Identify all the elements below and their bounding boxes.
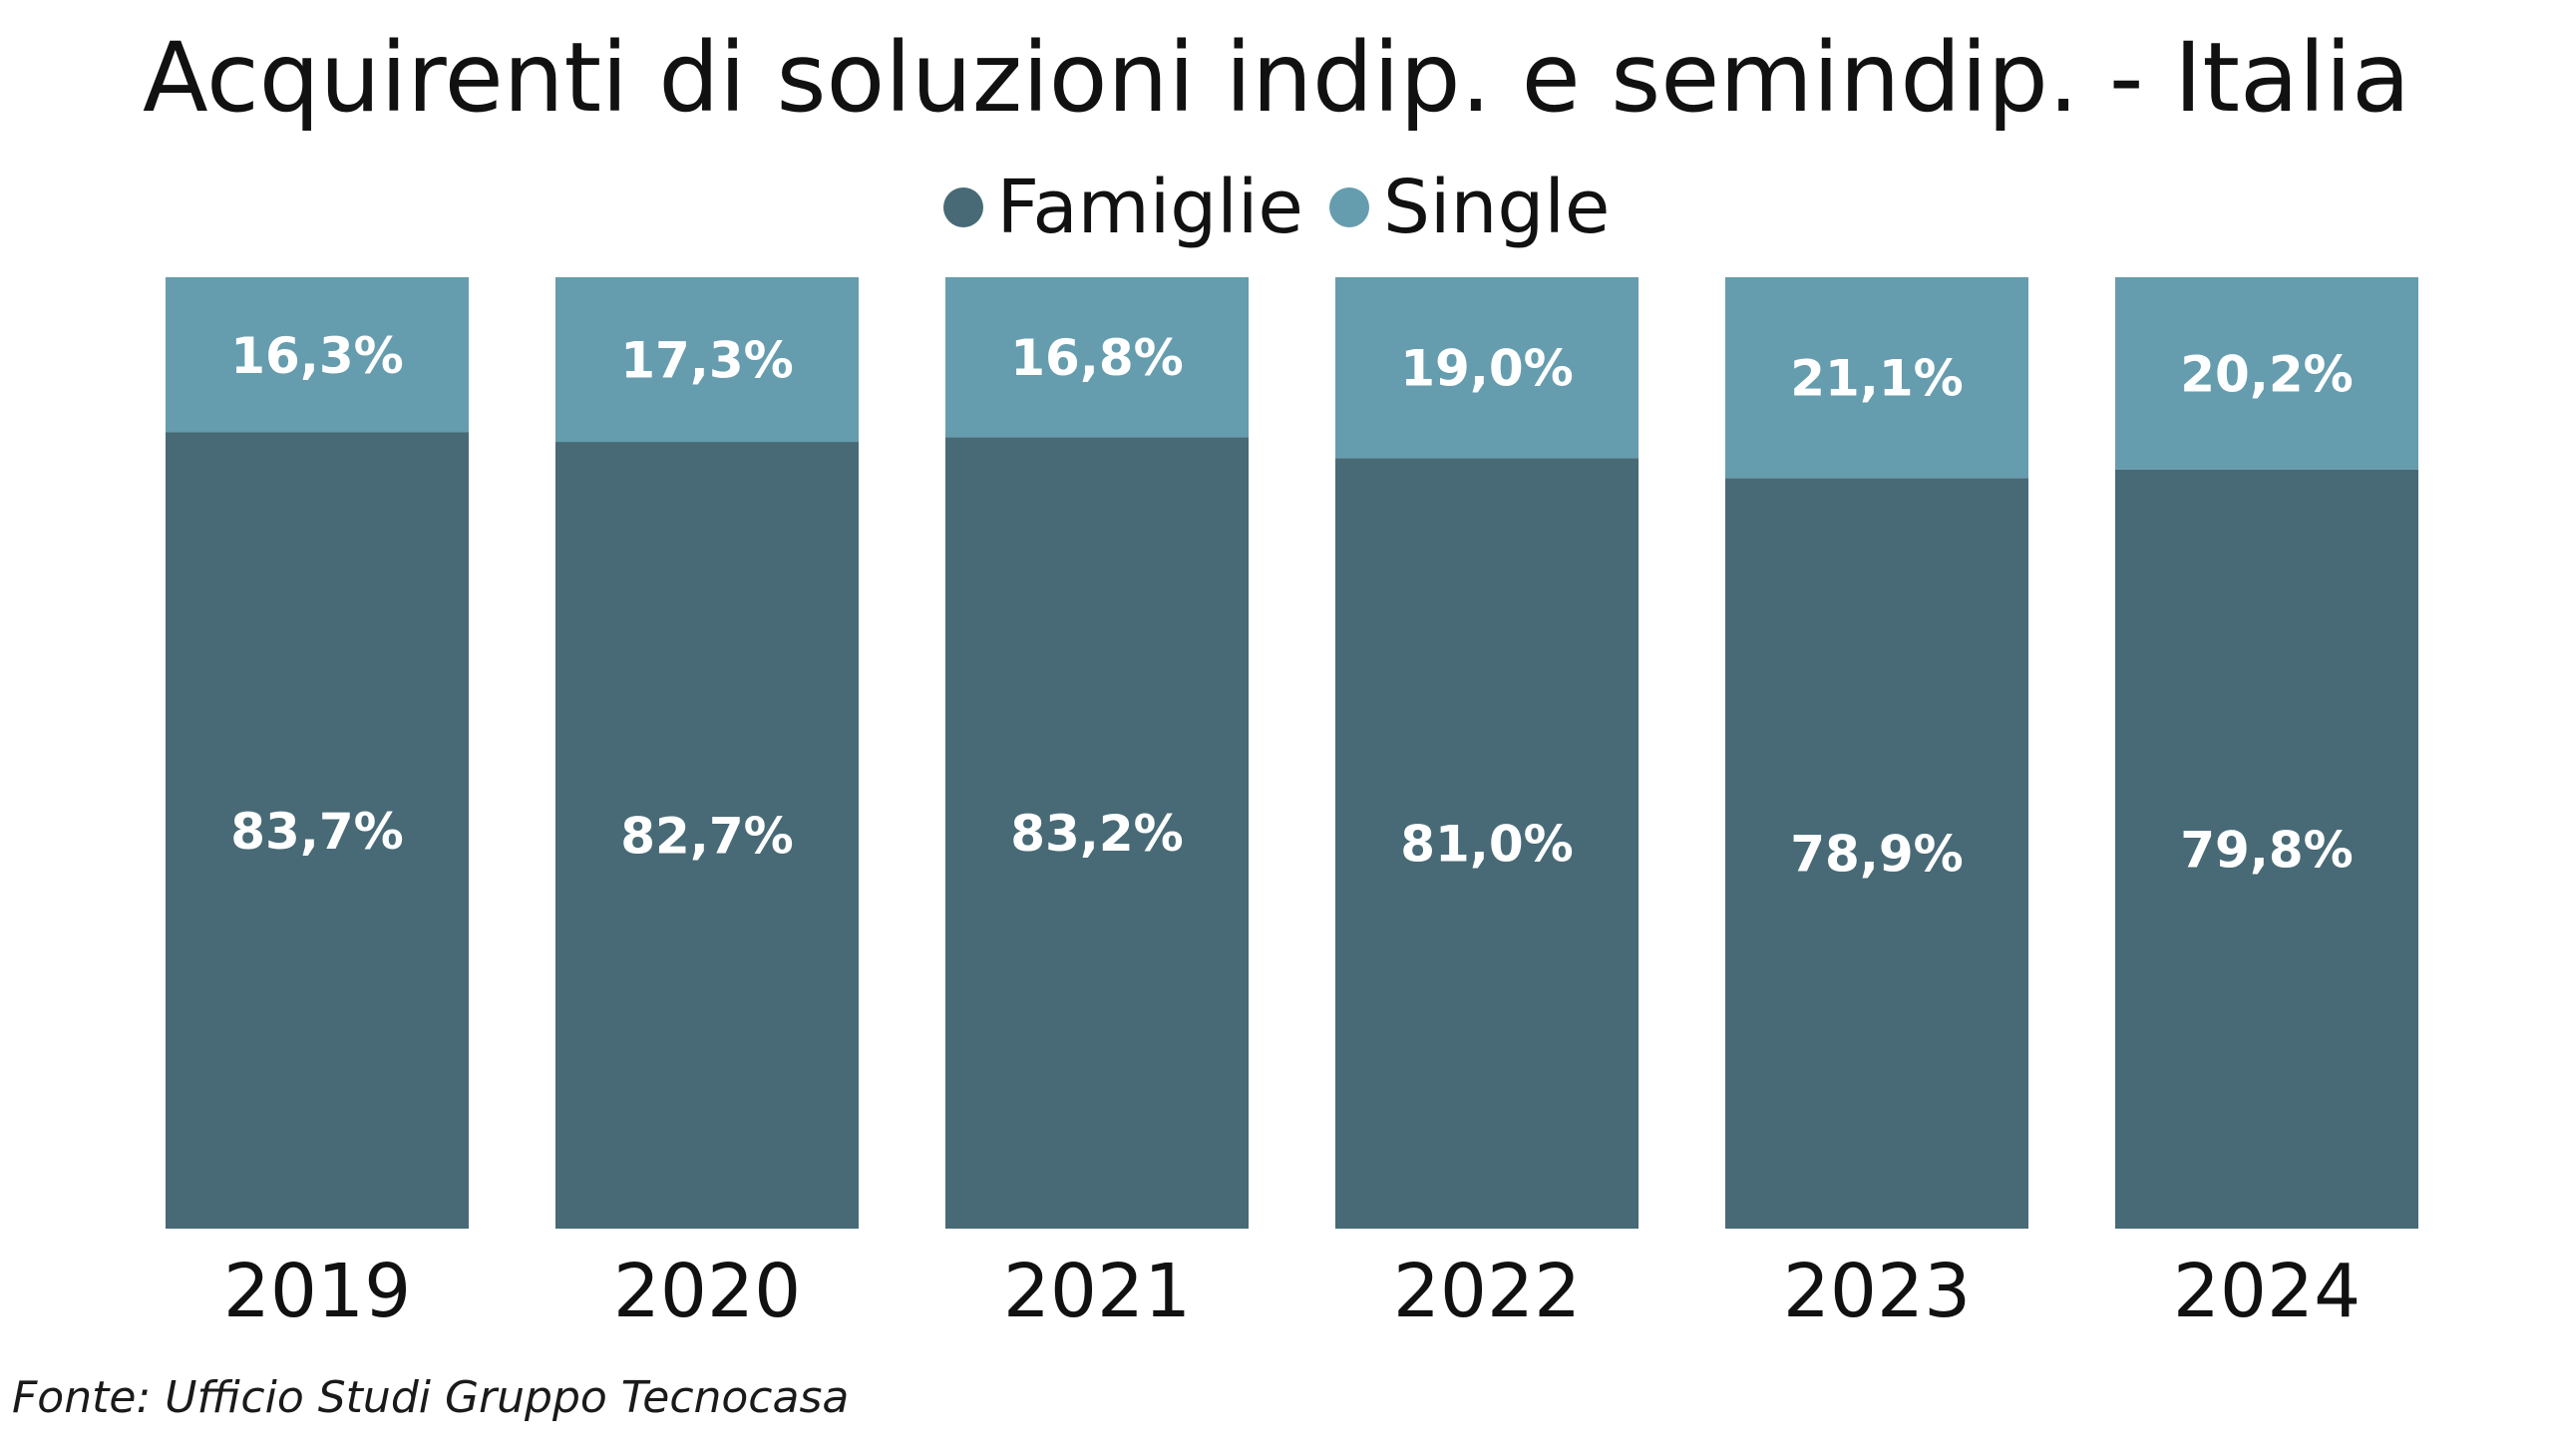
bar-famiglie-2019 (166, 432, 469, 1229)
legend-label-single: Single (1382, 165, 1611, 250)
x-tick-label-2024: 2024 (2173, 1249, 2361, 1334)
x-tick-label-2020: 2020 (613, 1249, 801, 1334)
bar-famiglie-2021 (945, 437, 1249, 1230)
data-label-single-2024: 20,2% (2180, 345, 2353, 403)
chart-legend: Famiglie Single (0, 158, 2553, 257)
bar-famiglie-2022 (1335, 458, 1639, 1229)
x-tick-label-2021: 2021 (1003, 1249, 1191, 1334)
data-label-single-2021: 16,8% (1010, 329, 1183, 387)
x-tick-label-2019: 2019 (223, 1249, 411, 1334)
bar-single-2020 (555, 277, 859, 443)
data-label-single-2020: 17,3% (620, 332, 793, 390)
data-label-famiglie-2022: 81,0% (1400, 816, 1573, 874)
bar-single-2023 (1725, 277, 2028, 479)
bar-single-2019 (166, 277, 469, 433)
data-label-single-2022: 19,0% (1400, 340, 1573, 398)
data-label-famiglie-2019: 83,7% (230, 803, 403, 861)
bar-famiglie-2020 (555, 442, 859, 1229)
data-label-famiglie-2023: 78,9% (1790, 826, 1963, 884)
source-note: Fonte: Ufficio Studi Gruppo Tecnocasa (12, 1372, 850, 1423)
bar-single-2024 (2115, 277, 2418, 470)
legend-label-famiglie: Famiglie (996, 165, 1303, 250)
legend-swatch-famiglie (942, 187, 983, 227)
data-label-single-2019: 16,3% (230, 327, 403, 385)
legend-swatch-single (1328, 187, 1369, 227)
data-label-single-2023: 21,1% (1790, 350, 1963, 408)
chart-title: Acquirenti di soluzioni indip. e semindi… (143, 22, 2410, 134)
bar-single-2022 (1335, 277, 1639, 459)
legend-item-famiglie: Famiglie (942, 165, 1303, 250)
data-label-famiglie-2024: 79,8% (2180, 821, 2353, 879)
bar-famiglie-2024 (2115, 469, 2418, 1229)
x-tick-label-2023: 2023 (1783, 1249, 1971, 1334)
data-label-famiglie-2020: 82,7% (620, 808, 793, 866)
bar-famiglie-2023 (1725, 478, 2028, 1229)
legend-item-single: Single (1328, 165, 1611, 250)
x-tick-label-2022: 2022 (1393, 1249, 1581, 1334)
data-label-famiglie-2021: 83,2% (1010, 805, 1183, 863)
bar-single-2021 (945, 277, 1249, 438)
